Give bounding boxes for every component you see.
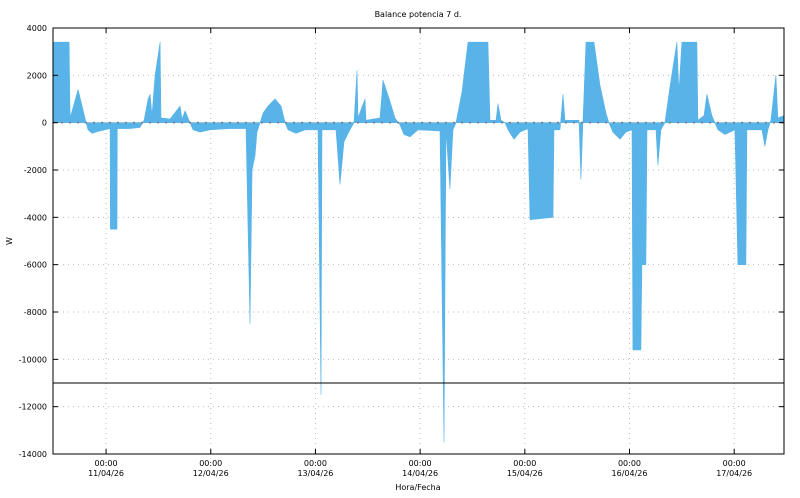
y-tick-label: -4000 xyxy=(24,213,47,222)
y-tick-label: -14000 xyxy=(19,450,47,459)
x-tick-date: 13/04/26 xyxy=(297,469,333,478)
data-area xyxy=(52,41,785,443)
x-tick-time: 00:00 xyxy=(513,459,536,468)
x-tick-date: 14/04/26 xyxy=(402,469,438,478)
y-tick-label: -8000 xyxy=(24,308,47,317)
x-tick-date: 11/04/26 xyxy=(88,469,124,478)
y-tick-label: 0 xyxy=(42,119,47,128)
x-tick-time: 00:00 xyxy=(723,459,746,468)
y-axis-label: W xyxy=(5,237,14,245)
x-tick-date: 12/04/26 xyxy=(193,469,229,478)
y-axis-ticks: 4000 2000 0 -2000 -4000 -6000 -8000 -10000 -1200… xyxy=(19,24,784,459)
x-tick-date: 16/04/26 xyxy=(612,469,648,478)
plot-frame xyxy=(52,27,785,455)
y-tick-label: -6000 xyxy=(24,261,47,270)
x-axis-label: Hora/Fecha xyxy=(395,483,440,492)
axes xyxy=(52,27,785,455)
y-tick-label: 2000 xyxy=(27,71,47,80)
y-tick-label: -12000 xyxy=(19,403,47,412)
balance-area xyxy=(52,41,785,443)
x-tick-time: 00:00 xyxy=(409,459,432,468)
x-tick-date: 17/04/26 xyxy=(716,469,752,478)
x-tick-time: 00:00 xyxy=(304,459,327,468)
chart-title: Balance potencia 7 d. xyxy=(375,10,462,19)
x-axis-ticks: 00:0011/04/2600:0012/04/2600:0013/04/260… xyxy=(88,28,752,478)
x-tick-time: 00:00 xyxy=(618,459,641,468)
y-tick-label: 4000 xyxy=(27,24,47,33)
y-tick-label: -2000 xyxy=(24,166,47,175)
y-tick-label: -10000 xyxy=(19,355,47,364)
x-tick-time: 00:00 xyxy=(95,459,118,468)
x-tick-date: 15/04/26 xyxy=(507,469,543,478)
x-tick-time: 00:00 xyxy=(199,459,222,468)
